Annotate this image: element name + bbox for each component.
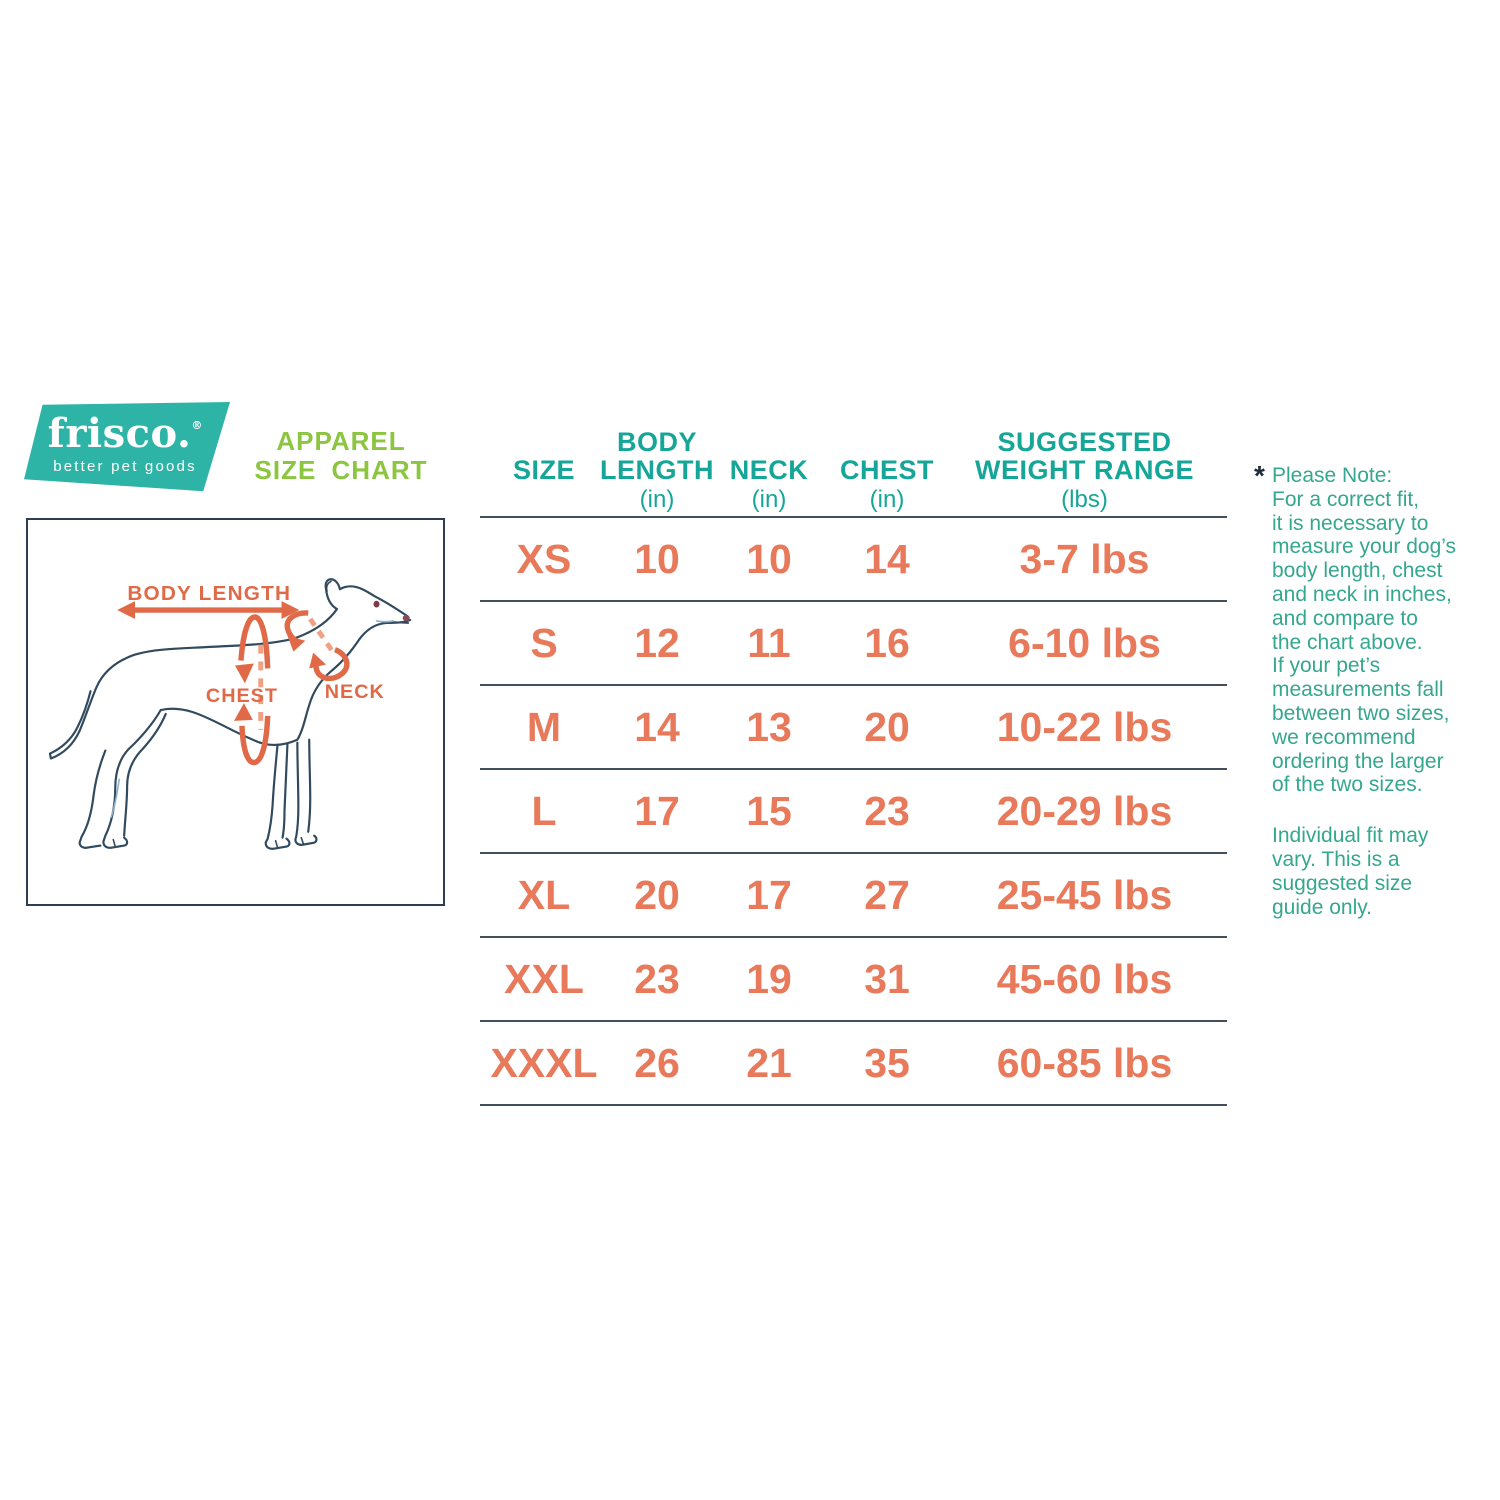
cell-body-length: 10 [634,535,680,582]
table-row: XXXL 26 21 35 60-85 lbs [480,1022,1227,1106]
chest-arrow-down [235,663,254,684]
neck-label: NECK [325,681,385,703]
cell-body-length: 17 [634,787,680,834]
note-paragraph-2: Individual fit may vary. This is a sugge… [1272,824,1429,919]
neck-arrow-upper [309,652,327,669]
title-line-1: APPAREL [276,426,406,456]
dog-measurement-diagram: BODY LENGTH CHEST NECK [26,518,445,906]
cell-size: XL [517,871,571,918]
cell-chest: 31 [864,955,910,1002]
registered-mark: ® [191,418,203,432]
note-paragraph-1: Please Note: For a correct fit, it is ne… [1272,464,1457,797]
cell-chest: 16 [864,619,910,666]
cell-body-length: 23 [634,955,680,1002]
cell-chest: 35 [864,1039,910,1086]
arrow-right-head [281,601,300,619]
cell-size: M [526,703,562,750]
neck-annotation: NECK [284,610,385,703]
table-row: XXL 23 19 31 45-60 lbs [480,938,1227,1022]
column-header-chest: CHEST (in) [839,454,934,513]
size-table: SIZE BODY LENGTH (in) NECK (in) CHEST (i… [480,424,1227,1106]
chest-arrow-up [234,703,253,721]
dog-outline [48,578,412,850]
neck-ellipse-lower [313,647,350,682]
brand-wordmark: frisco.® [48,413,203,454]
cell-neck: 15 [746,787,792,834]
neck-dashed-line [308,617,335,653]
column-header-weight-range: SUGGESTED WEIGHT RANGE (lbs) [975,426,1194,513]
cell-neck: 11 [747,619,791,666]
cell-body-length: 14 [634,703,680,750]
brand-tagline: better pet goods [53,457,197,475]
arrow-left-head [117,601,136,619]
cell-weight-range: 6-10 lbs [1008,619,1161,666]
brand-text: frisco. [47,409,192,457]
cell-body-length: 20 [634,871,680,918]
dog-nose [402,615,410,621]
cell-body-length: 12 [634,619,680,666]
table-row: L 17 15 23 20-29 lbs [480,770,1227,854]
column-header-body-length: BODY LENGTH (in) [600,426,714,513]
table-header-row: SIZE BODY LENGTH (in) NECK (in) CHEST (i… [480,424,1227,518]
body-length-annotation: BODY LENGTH [117,582,300,619]
cell-chest: 20 [864,703,910,750]
cell-body-length: 26 [634,1039,680,1086]
cell-weight-range: 60-85 lbs [996,1039,1173,1086]
cell-size: L [531,787,557,834]
cell-weight-range: 45-60 lbs [996,955,1173,1002]
chest-label: CHEST [206,685,278,707]
chest-ellipse-upper [238,614,271,669]
note-asterisk: * [1254,460,1265,491]
chest-ellipse-lower [239,715,271,766]
cell-size: XS [516,535,572,582]
cell-weight-range: 20-29 lbs [996,787,1173,834]
cell-neck: 17 [746,871,792,918]
chest-annotation: CHEST [206,614,278,766]
cell-neck: 19 [746,955,792,1002]
cell-size: XXL [504,955,584,1002]
cell-neck: 13 [746,703,792,750]
cell-neck: 10 [746,535,792,582]
body-length-label: BODY LENGTH [127,582,291,605]
table-row: XS 10 10 14 3-7 lbs [480,518,1227,602]
cell-chest: 14 [864,535,910,582]
dog-eye [373,600,380,608]
neck-arrow-lower [287,635,306,652]
dog-illustration: BODY LENGTH CHEST NECK [48,578,412,850]
cell-neck: 21 [746,1039,792,1086]
cell-weight-range: 10-22 lbs [996,703,1173,750]
cell-size: XXXL [490,1039,598,1086]
page-title: APPAREL SIZE CHART [248,426,434,486]
table-row: M 14 13 20 10-22 lbs [480,686,1227,770]
column-header-neck: NECK (in) [729,454,809,513]
column-header-size: SIZE [512,454,575,485]
dog-accent-lines [110,620,395,818]
table-row: S 12 11 16 6-10 lbs [480,602,1227,686]
title-line-2: SIZE CHART [254,455,428,486]
cell-size: S [530,619,558,666]
cell-chest: 23 [864,787,910,834]
frisco-logo-banner: frisco.® better pet goods [24,402,230,492]
cell-weight-range: 25-45 lbs [996,871,1173,918]
cell-weight-range: 3-7 lbs [1019,535,1150,582]
table-row: XL 20 17 27 25-45 lbs [480,854,1227,938]
note-block: * Please Note: For a correct fit, it is … [1254,462,1482,919]
cell-chest: 27 [864,871,910,918]
